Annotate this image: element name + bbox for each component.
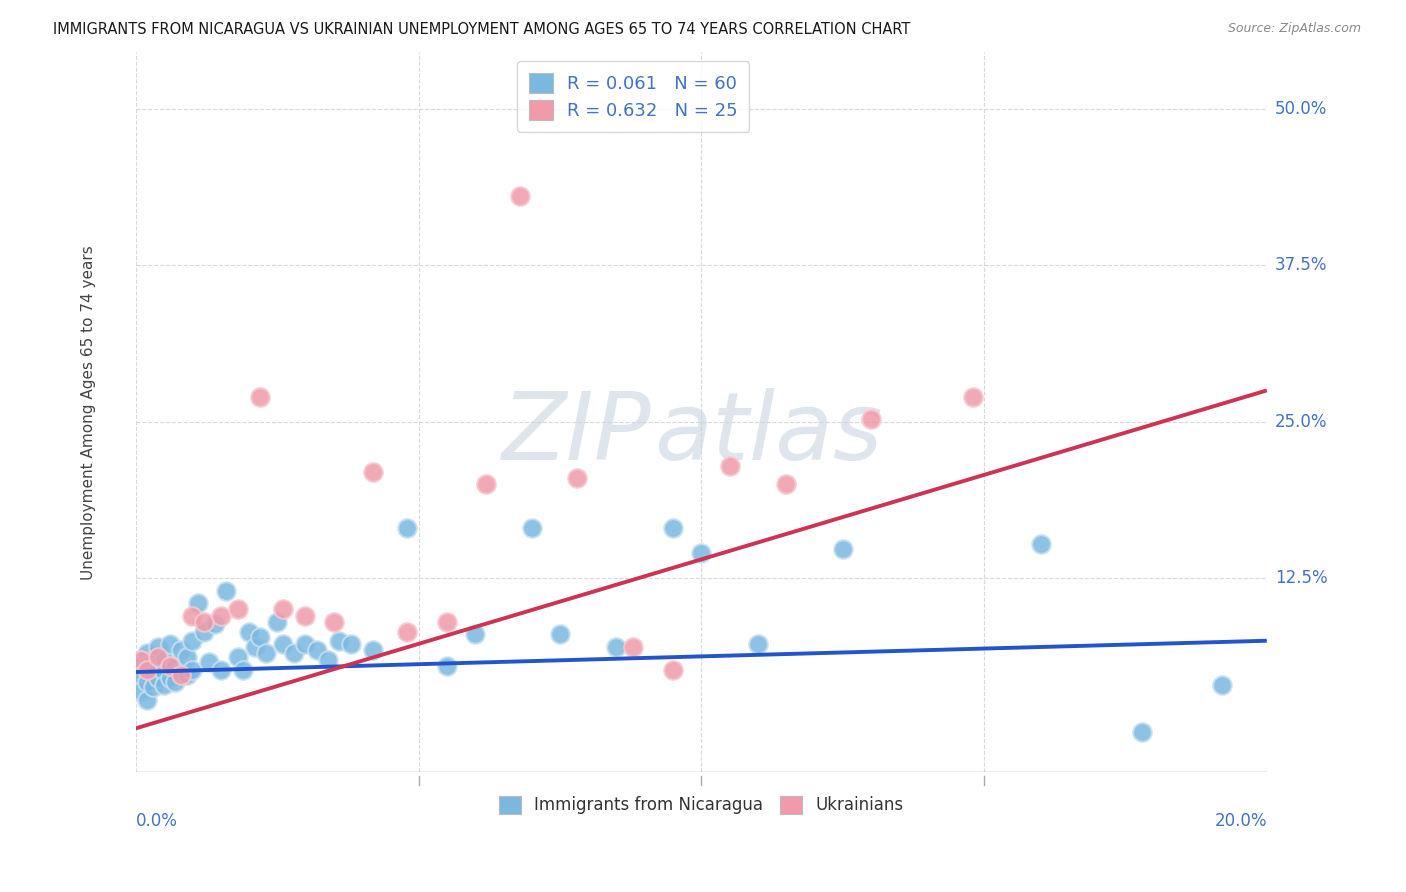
Text: Source: ZipAtlas.com: Source: ZipAtlas.com bbox=[1227, 22, 1361, 36]
Point bbox=[605, 640, 627, 654]
Point bbox=[621, 640, 644, 654]
Text: Unemployment Among Ages 65 to 74 years: Unemployment Among Ages 65 to 74 years bbox=[80, 245, 96, 580]
Point bbox=[339, 638, 361, 652]
Point bbox=[322, 615, 344, 629]
Point bbox=[148, 671, 170, 685]
Point bbox=[520, 521, 543, 535]
Text: IMMIGRANTS FROM NICARAGUA VS UKRAINIAN UNEMPLOYMENT AMONG AGES 65 TO 74 YEARS CO: IMMIGRANTS FROM NICARAGUA VS UKRAINIAN U… bbox=[53, 22, 911, 37]
Point bbox=[1029, 537, 1052, 551]
Point bbox=[136, 658, 159, 673]
Point bbox=[142, 680, 165, 694]
Point bbox=[747, 638, 769, 652]
Point bbox=[148, 650, 170, 665]
Point bbox=[131, 652, 153, 666]
Point bbox=[131, 667, 153, 681]
Point bbox=[198, 655, 221, 669]
Point bbox=[548, 627, 571, 641]
Point bbox=[509, 189, 531, 203]
Text: 12.5%: 12.5% bbox=[1275, 569, 1327, 587]
Point bbox=[170, 642, 193, 657]
Point bbox=[142, 652, 165, 666]
Point bbox=[294, 608, 316, 623]
Point bbox=[209, 663, 232, 677]
Text: 50.0%: 50.0% bbox=[1275, 100, 1327, 118]
Point bbox=[232, 663, 254, 677]
Point bbox=[153, 665, 176, 679]
Point bbox=[565, 471, 588, 485]
Text: ZIP: ZIP bbox=[501, 388, 651, 479]
Point bbox=[181, 663, 204, 677]
Point bbox=[159, 671, 181, 685]
Point bbox=[209, 608, 232, 623]
Text: atlas: atlas bbox=[654, 388, 882, 479]
Point bbox=[316, 652, 339, 666]
Point bbox=[859, 412, 882, 426]
Point bbox=[831, 542, 853, 557]
Point bbox=[361, 642, 384, 657]
Point bbox=[249, 630, 271, 644]
Point bbox=[176, 650, 198, 665]
Point bbox=[475, 477, 498, 491]
Point bbox=[193, 624, 215, 639]
Point bbox=[328, 633, 350, 648]
Text: 25.0%: 25.0% bbox=[1275, 413, 1327, 431]
Point bbox=[254, 646, 277, 660]
Point bbox=[271, 602, 294, 616]
Point bbox=[153, 652, 176, 666]
Point bbox=[159, 658, 181, 673]
Point bbox=[136, 675, 159, 690]
Point bbox=[181, 633, 204, 648]
Point bbox=[131, 658, 153, 673]
Point bbox=[165, 658, 187, 673]
Point bbox=[436, 615, 458, 629]
Point bbox=[193, 615, 215, 629]
Point bbox=[243, 640, 266, 654]
Point bbox=[226, 650, 249, 665]
Point bbox=[396, 624, 419, 639]
Text: 37.5%: 37.5% bbox=[1275, 256, 1327, 274]
Point bbox=[662, 663, 685, 677]
Point bbox=[136, 692, 159, 706]
Point bbox=[962, 390, 984, 404]
Point bbox=[148, 658, 170, 673]
Point bbox=[436, 658, 458, 673]
Point bbox=[215, 583, 238, 598]
Point bbox=[204, 617, 226, 632]
Text: 20.0%: 20.0% bbox=[1215, 812, 1267, 830]
Point bbox=[181, 608, 204, 623]
Point bbox=[266, 615, 288, 629]
Point bbox=[361, 465, 384, 479]
Point bbox=[294, 638, 316, 652]
Point bbox=[1211, 677, 1233, 691]
Point bbox=[775, 477, 797, 491]
Point bbox=[136, 663, 159, 677]
Point bbox=[1130, 725, 1153, 739]
Point bbox=[131, 683, 153, 698]
Legend: Immigrants from Nicaragua, Ukrainians: Immigrants from Nicaragua, Ukrainians bbox=[488, 785, 914, 825]
Point bbox=[305, 642, 328, 657]
Point bbox=[271, 638, 294, 652]
Point bbox=[159, 638, 181, 652]
Point bbox=[153, 677, 176, 691]
Point bbox=[238, 624, 260, 639]
Point bbox=[176, 667, 198, 681]
Point bbox=[249, 390, 271, 404]
Point bbox=[142, 665, 165, 679]
Point bbox=[187, 596, 209, 610]
Point bbox=[464, 627, 486, 641]
Point bbox=[283, 646, 305, 660]
Point bbox=[662, 521, 685, 535]
Point bbox=[690, 546, 713, 560]
Point bbox=[396, 521, 419, 535]
Point bbox=[170, 665, 193, 679]
Point bbox=[718, 458, 741, 473]
Text: 0.0%: 0.0% bbox=[136, 812, 177, 830]
Point bbox=[226, 602, 249, 616]
Point bbox=[170, 667, 193, 681]
Point bbox=[136, 646, 159, 660]
Point bbox=[148, 640, 170, 654]
Point bbox=[165, 675, 187, 690]
